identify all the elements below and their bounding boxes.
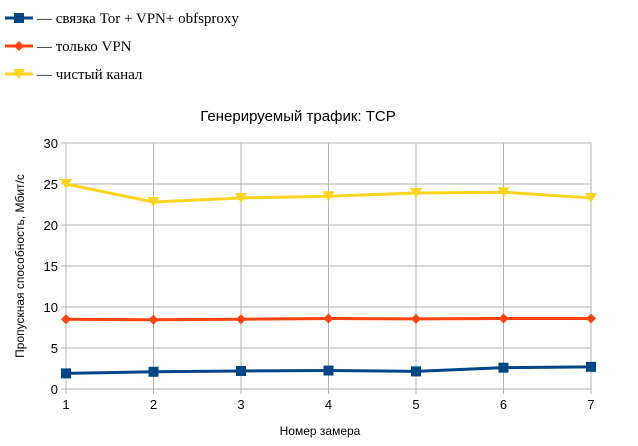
data-point	[236, 314, 246, 325]
y-tick-label: 25	[44, 177, 58, 192]
data-point	[410, 188, 422, 199]
data-point	[236, 365, 246, 376]
data-point	[586, 313, 596, 324]
x-tick-label: 3	[237, 397, 244, 412]
data-point	[235, 192, 247, 203]
series-2	[60, 179, 597, 208]
data-point	[411, 366, 421, 377]
legend-label: — только VPN	[36, 39, 132, 55]
data-point	[411, 313, 421, 324]
y-tick-label: 15	[44, 259, 58, 274]
data-point	[61, 368, 71, 379]
x-axis-label: Номер замера	[280, 424, 361, 438]
legend-item: — чистый канал	[5, 67, 143, 83]
legend-marker	[14, 13, 24, 23]
grid	[65, 142, 592, 390]
y-tick-label: 20	[44, 218, 58, 233]
data-point	[585, 192, 597, 203]
x-tick-label: 7	[587, 397, 594, 412]
y-tick-label: 10	[44, 300, 58, 315]
data-point	[148, 366, 159, 377]
y-axis-label: Пропускная способность, Мбит/с	[13, 174, 27, 358]
data-point	[147, 197, 160, 208]
data-point	[322, 191, 335, 202]
chart-title: Генерируемый трафик: TCP	[200, 108, 395, 125]
data-point	[60, 179, 72, 189]
legend-label: — связка Tor + VPN+ obfsproxy	[36, 11, 239, 27]
y-tick-label: 30	[44, 136, 58, 151]
series-1	[61, 313, 596, 325]
data-point	[323, 313, 334, 324]
x-tick-label: 6	[500, 397, 507, 412]
legend-item: — только VPN	[5, 39, 132, 55]
data-point	[148, 314, 159, 325]
series-0	[61, 361, 596, 379]
legend-label: — чистый канал	[36, 67, 143, 83]
data-point	[497, 187, 510, 198]
data-point	[323, 365, 334, 376]
x-tick-label: 5	[412, 397, 419, 412]
data-point	[498, 362, 509, 373]
data-point	[498, 313, 509, 324]
x-tick-label: 1	[62, 397, 69, 412]
data-point	[61, 314, 71, 325]
tick-labels: 0 5 10 15 20 25 30 1 2 3 4 5 6 7	[44, 136, 595, 412]
x-tick-label: 4	[325, 397, 332, 412]
legend-marker	[14, 41, 24, 51]
legend: — связка Tor + VPN+ obfsproxy — только VP…	[5, 11, 239, 83]
y-tick-label: 5	[51, 341, 58, 356]
legend-item: — связка Tor + VPN+ obfsproxy	[5, 11, 239, 27]
y-tick-label: 0	[51, 382, 58, 397]
x-tick-label: 2	[150, 397, 157, 412]
legend-marker	[13, 69, 25, 79]
data-point	[586, 361, 596, 372]
series-layer	[60, 179, 597, 379]
axes	[61, 142, 592, 394]
